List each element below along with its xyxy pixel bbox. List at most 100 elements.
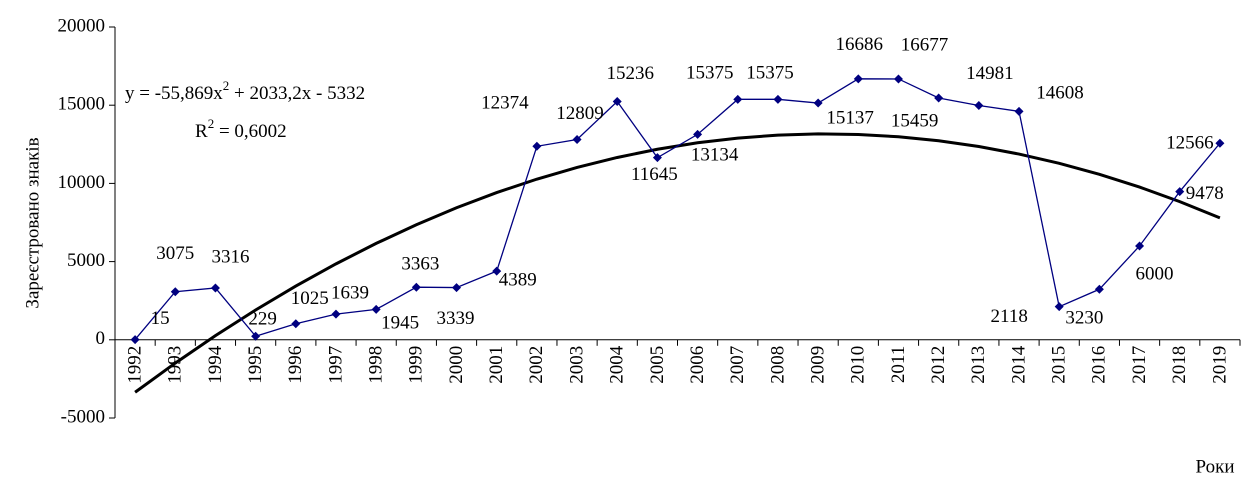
data-label: 15236 [606,63,654,84]
marker [1054,302,1064,312]
x-tick-label: 1994 [205,345,226,384]
r2-part: R [195,121,208,142]
x-tick-label: 1995 [245,346,266,384]
marker [813,98,823,108]
data-label: 1639 [331,283,369,304]
x-tick-label: 2002 [526,346,547,384]
y-tick-label: -5000 [61,406,105,427]
marker [452,283,462,293]
data-label: 12566 [1166,133,1214,154]
marker [411,282,421,292]
x-tick-label: 2008 [767,346,788,384]
marker [251,331,261,341]
marker [572,134,582,144]
trend-r2: R2 = 0,6002 [195,116,287,142]
data-label: 16686 [836,34,884,55]
r2-sup: 2 [208,116,215,131]
data-label: 3339 [437,308,475,329]
marker [934,93,944,103]
data-label: 13134 [691,145,739,166]
x-tick-label: 1996 [285,346,306,384]
x-tick-label: 2012 [928,346,949,384]
x-tick-label: 2010 [848,346,869,384]
y-tick-label: 5000 [67,250,105,271]
data-label: 11645 [631,164,678,185]
x-tick-label: 1992 [124,346,145,384]
data-label: 3230 [1065,308,1103,329]
marker [371,304,381,314]
x-tick-label: 2005 [647,346,668,384]
data-label: 1945 [381,313,419,334]
x-tick-label: 2006 [687,346,708,384]
data-label: 15459 [891,110,939,131]
data-label: 15375 [686,63,734,84]
marker [693,129,703,139]
eq-part: y = -55,869x [125,83,223,104]
y-axis-label: Зареєстровано знаків [22,137,43,308]
data-label: 3316 [211,246,249,267]
data-label: 3363 [401,254,439,275]
x-tick-label: 2015 [1049,346,1070,384]
x-axis-label: Роки [1196,456,1235,477]
marker [893,74,903,84]
marker [733,94,743,104]
data-label: 2118 [991,306,1028,327]
x-tick-label: 2014 [1008,345,1029,384]
x-tick-label: 2007 [727,346,748,384]
marker [130,335,140,345]
data-label: 4389 [499,270,537,291]
marker [853,74,863,84]
data-label: 9478 [1186,183,1224,204]
marker [652,153,662,163]
marker [291,319,301,329]
data-label: 15375 [746,63,794,84]
data-label: 6000 [1136,263,1174,284]
data-label: 12374 [481,93,529,114]
marker [210,283,220,293]
y-tick-label: 10000 [58,172,106,193]
y-tick-label: 0 [96,328,106,349]
marker [1094,284,1104,294]
r2-part: = 0,6002 [214,121,286,142]
marker [1014,106,1024,116]
marker [773,94,783,104]
data-label: 3075 [156,243,194,264]
marker [532,141,542,151]
x-tick-label: 2019 [1209,346,1230,384]
data-label: 12809 [556,103,604,124]
y-tick-label: 15000 [58,94,106,115]
x-tick-label: 2013 [968,346,989,384]
x-tick-label: 2003 [566,346,587,384]
x-tick-label: 1998 [366,346,387,384]
marker [612,97,622,107]
x-tick-label: 2009 [807,346,828,384]
x-tick-label: 2017 [1129,346,1150,384]
trend-equation: y = -55,869x2 + 2033,2x - 5332 [125,78,365,104]
marker [492,266,502,276]
x-tick-label: 1999 [406,346,427,384]
x-tick-label: 2004 [607,345,628,384]
data-label: 14981 [966,63,1014,84]
marker [974,100,984,110]
x-tick-label: 2018 [1169,346,1190,384]
y-tick-label: 20000 [58,15,106,36]
x-tick-label: 2001 [486,346,507,384]
eq-part: + 2033,2x - 5332 [229,83,365,104]
data-label: 15 [151,308,170,329]
marker [331,309,341,319]
marker [1215,138,1225,148]
eq-sup: 2 [223,78,230,93]
data-label: 1025 [291,288,329,309]
data-label: 14608 [1036,83,1084,104]
marker [170,287,180,297]
data-label: 15137 [826,107,874,128]
data-label: 16677 [901,34,949,55]
x-tick-label: 2016 [1089,346,1110,384]
x-tick-label: 2011 [888,346,909,383]
x-tick-label: 2000 [446,346,467,384]
x-tick-label: 1997 [325,346,346,384]
marker [1175,187,1185,197]
series-line [134,78,1221,340]
marker [1135,241,1145,251]
